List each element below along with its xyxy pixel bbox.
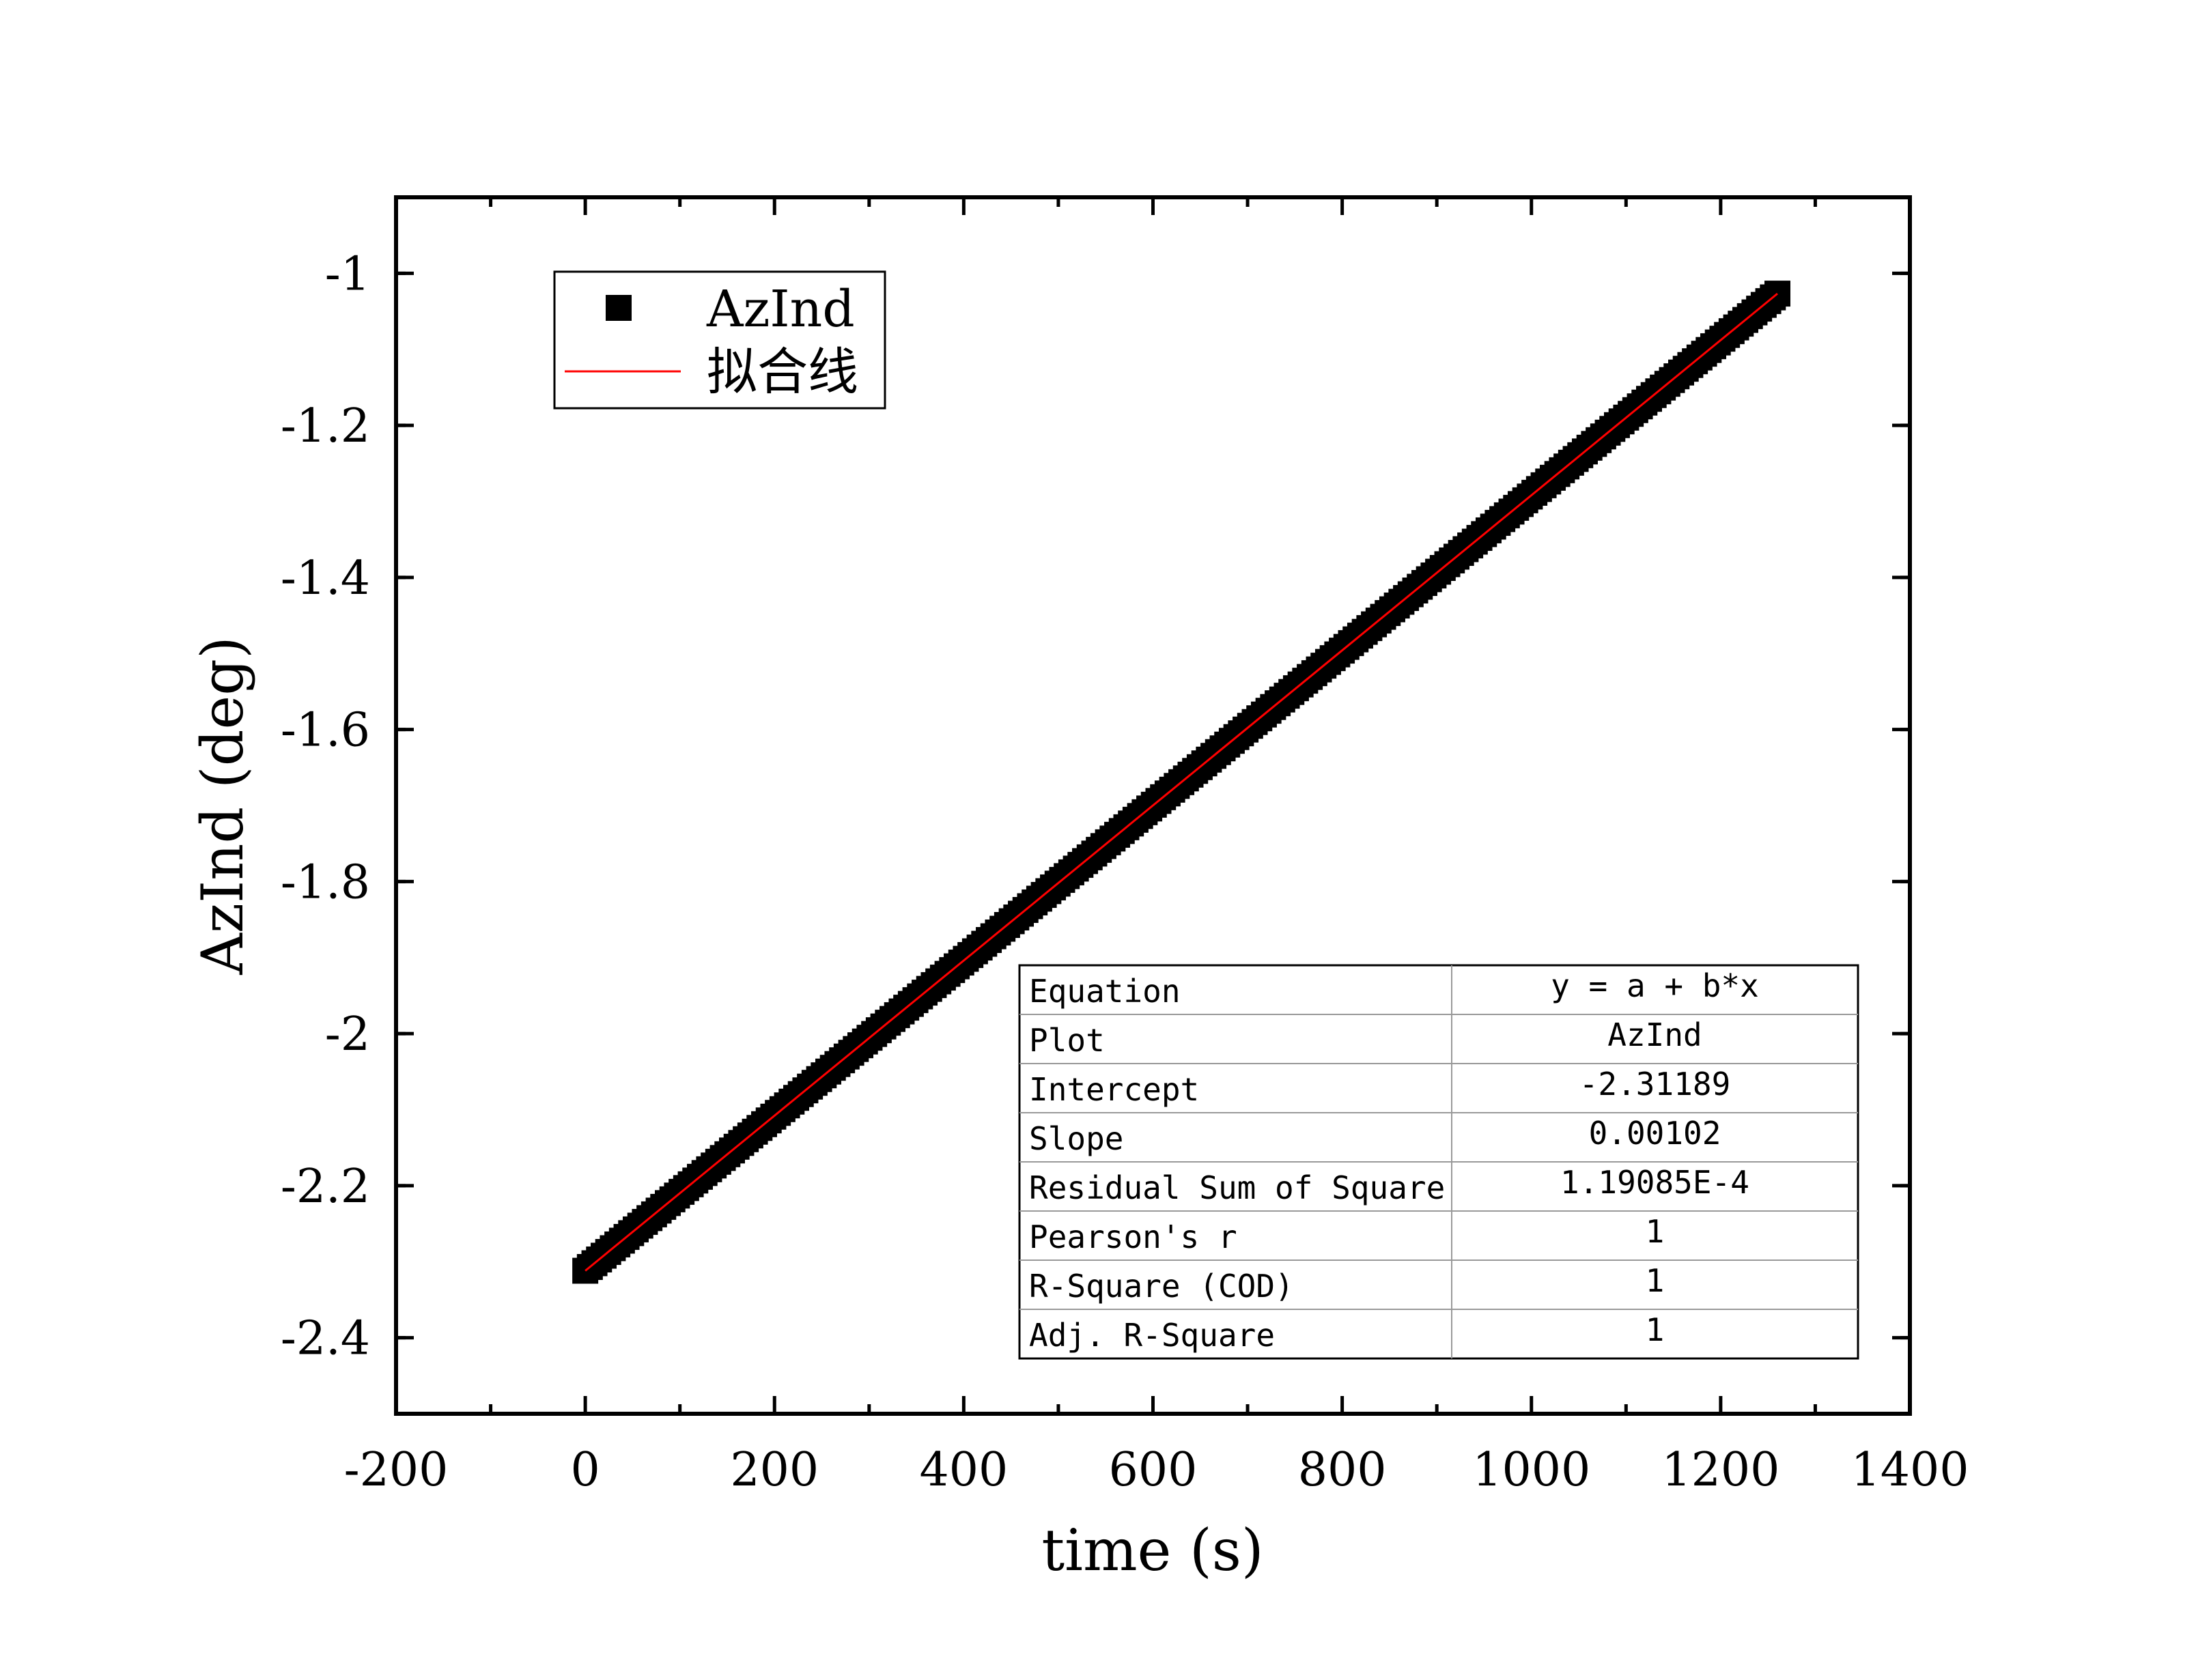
x-tick-label: -200 (344, 1443, 449, 1497)
data-layer (572, 281, 1791, 1284)
x-tick-label: 800 (1298, 1443, 1387, 1497)
fit-table-value: -2.31189 (1579, 1066, 1731, 1102)
legend-marker-azind (606, 295, 632, 321)
x-tick-label: 1000 (1472, 1443, 1590, 1497)
x-tick-label: 400 (919, 1443, 1008, 1497)
fit-table: Equation y = a + b*x Plot AzInd Intercept -2.… (1018, 964, 1859, 1360)
fit-table-label: Pearson's r (1029, 1219, 1237, 1255)
x-tick-label: 1400 (1850, 1443, 1969, 1497)
x-tick-label: 600 (1109, 1443, 1198, 1497)
x-tick-label: 1200 (1661, 1443, 1779, 1497)
fit-table-value: 1 (1646, 1213, 1665, 1250)
legend: AzInd 拟合线 (553, 270, 886, 410)
fit-table-value: 0.00102 (1589, 1115, 1721, 1152)
y-tick-label: -1.2 (281, 399, 370, 453)
fit-table-value: AzInd (1607, 1016, 1702, 1053)
fit-table-label: R-Square (COD) (1029, 1268, 1294, 1305)
y-tick-label: -2.2 (281, 1160, 370, 1214)
y-tick-labels: -1 -1.2 -1.4 -1.6 -1.8 -2 -2.2 -2.4 (281, 247, 370, 1365)
fit-table-label: Adj. R-Square (1029, 1317, 1275, 1354)
y-tick-label: -1.4 (281, 552, 370, 606)
fit-table-label: Intercept (1029, 1071, 1199, 1108)
y-tick-label: -1.6 (281, 704, 370, 758)
fit-table-label: Residual Sum of Square (1029, 1169, 1445, 1206)
axis-ticks (394, 197, 1912, 1414)
x-tick-label: 0 (570, 1443, 600, 1497)
legend-label-fit: 拟合线 (707, 343, 858, 401)
fit-table-label: Slope (1029, 1120, 1123, 1157)
fit-table-value: 1 (1646, 1262, 1665, 1299)
x-axis-title: time (s) (1041, 1517, 1263, 1584)
fit-line (585, 292, 1778, 1272)
x-tick-label: 200 (730, 1443, 819, 1497)
fit-table-value: 1.19085E-4 (1560, 1164, 1749, 1201)
legend-label-azind: AzInd (706, 280, 855, 339)
fit-table-value: y = a + b*x (1551, 967, 1759, 1004)
y-axis-title: AzInd (deg) (189, 636, 256, 975)
legend-box (553, 270, 886, 410)
y-tick-label: -1.8 (281, 855, 370, 909)
fit-table-value: 1 (1646, 1311, 1665, 1348)
fit-table-label: Equation (1029, 973, 1181, 1010)
fit-table-label: Plot (1029, 1022, 1105, 1059)
y-tick-label: -1 (325, 247, 370, 301)
y-tick-label: -2 (325, 1008, 370, 1062)
y-tick-label: -2.4 (281, 1312, 370, 1366)
x-tick-labels: -200 0 200 400 600 800 1000 1200 1400 (344, 1443, 1969, 1497)
